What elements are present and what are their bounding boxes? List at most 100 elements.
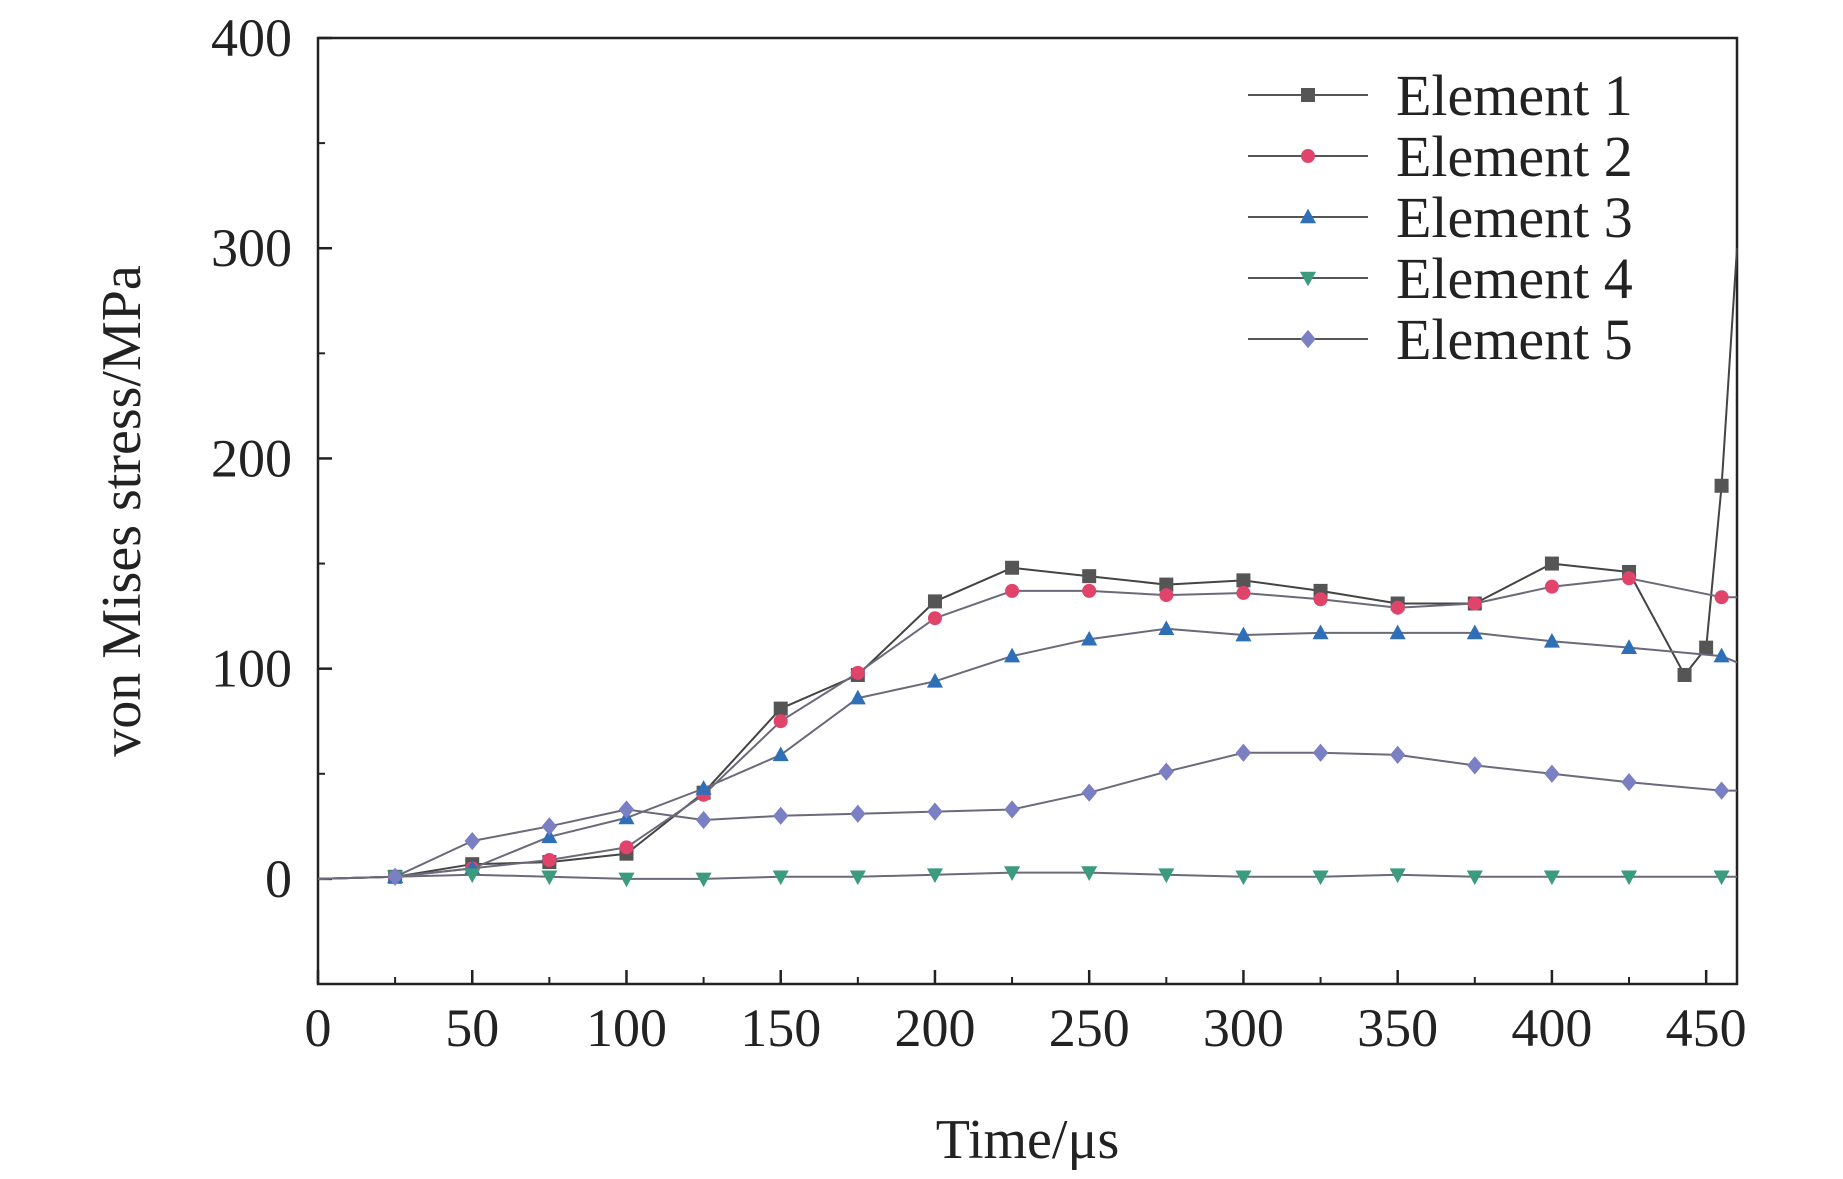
x-tick-label: 50 <box>445 998 499 1058</box>
data-point <box>1713 781 1730 800</box>
data-point <box>1713 647 1730 663</box>
x-tick-label: 0 <box>305 998 332 1058</box>
data-point <box>1312 743 1329 762</box>
data-point <box>1313 592 1328 607</box>
legend-label: Element 3 <box>1396 185 1633 250</box>
data-point <box>1081 866 1098 881</box>
x-axis-title: Time/μs <box>936 1109 1120 1171</box>
data-point <box>1005 583 1020 598</box>
y-tick-label: 200 <box>211 428 292 488</box>
data-point <box>541 828 558 844</box>
series-line <box>317 248 1738 880</box>
data-point <box>1713 870 1730 886</box>
legend-item: Element 1 <box>1248 63 1633 128</box>
data-point <box>541 870 558 886</box>
data-point <box>1004 800 1020 819</box>
x-tick-label: 300 <box>1203 998 1284 1058</box>
legend-label: Element 5 <box>1396 307 1633 372</box>
series-line <box>317 871 1737 880</box>
data-point <box>1004 866 1021 881</box>
data-point <box>1714 590 1729 605</box>
data-point <box>1467 756 1483 775</box>
x-tick-label: 200 <box>894 998 975 1058</box>
legend-marker <box>1299 208 1317 224</box>
data-point <box>1544 579 1559 594</box>
data-point <box>926 868 944 884</box>
x-tick-label: 150 <box>740 998 821 1058</box>
data-point <box>695 810 712 830</box>
data-point <box>542 852 557 867</box>
legend-item: Element 2 <box>1248 124 1633 189</box>
data-point <box>1236 573 1251 588</box>
data-point <box>1677 667 1692 682</box>
y-tick-label: 0 <box>265 849 292 909</box>
axes: 0 50 100 150 200 250 300 350 400 450 0 100 200 300 400 <box>211 8 1747 1058</box>
data-point <box>1004 647 1021 663</box>
data-point <box>1159 577 1174 592</box>
data-point <box>1005 560 1020 575</box>
data-point <box>1082 569 1097 584</box>
data-point <box>1544 764 1560 783</box>
data-point <box>772 870 789 886</box>
x-tick-label: 250 <box>1049 998 1130 1058</box>
data-point <box>1466 624 1483 640</box>
data-point <box>926 672 944 688</box>
data-point <box>1467 596 1482 611</box>
series-line <box>317 627 1738 880</box>
data-point <box>541 817 558 836</box>
data-point <box>618 800 635 819</box>
y-axis-title: von Mises stress/MPa <box>91 265 153 757</box>
data-point <box>1235 743 1252 762</box>
y-tick-label: 100 <box>211 639 292 699</box>
data-point <box>1714 478 1729 493</box>
data-point <box>927 594 942 609</box>
data-point <box>1312 624 1329 640</box>
legend-label: Element 2 <box>1396 124 1633 189</box>
data-point <box>773 701 788 716</box>
data-point <box>618 872 635 888</box>
data-point <box>1158 620 1175 636</box>
data-point <box>850 804 866 823</box>
data-point <box>387 867 403 886</box>
y-tick-label: 300 <box>211 218 292 278</box>
y-tick-label: 400 <box>211 8 292 68</box>
series-3 <box>317 620 1738 884</box>
plot-frame <box>316 36 1739 986</box>
data-point <box>1620 639 1638 654</box>
series-layer <box>317 248 1738 888</box>
data-point <box>464 831 480 851</box>
data-point <box>1622 571 1637 586</box>
data-point <box>1389 868 1406 884</box>
data-point <box>1389 624 1406 640</box>
data-point <box>695 780 712 795</box>
data-point <box>849 689 866 705</box>
data-point <box>1699 640 1714 655</box>
legend-marker <box>1301 88 1315 102</box>
data-point <box>1236 585 1251 600</box>
data-point <box>927 802 943 821</box>
legend-marker <box>1299 271 1317 287</box>
data-point <box>1390 600 1405 615</box>
series-2 <box>317 571 1737 884</box>
data-point <box>1081 630 1098 646</box>
legend-marker <box>1301 149 1315 163</box>
data-point <box>1620 870 1638 886</box>
data-point <box>1235 870 1252 886</box>
x-tick-label: 450 <box>1666 998 1747 1058</box>
data-point <box>1312 870 1329 886</box>
data-point <box>695 872 712 888</box>
data-point <box>464 868 481 884</box>
data-point <box>1159 588 1174 603</box>
data-point <box>1158 868 1175 884</box>
data-point <box>850 665 865 680</box>
data-point <box>1543 632 1560 648</box>
legend-item: Element 4 <box>1248 246 1633 311</box>
series-line <box>317 577 1737 880</box>
data-point <box>1466 870 1483 886</box>
legend-marker <box>1300 329 1316 349</box>
series-4 <box>317 866 1737 888</box>
data-point <box>1081 783 1097 802</box>
